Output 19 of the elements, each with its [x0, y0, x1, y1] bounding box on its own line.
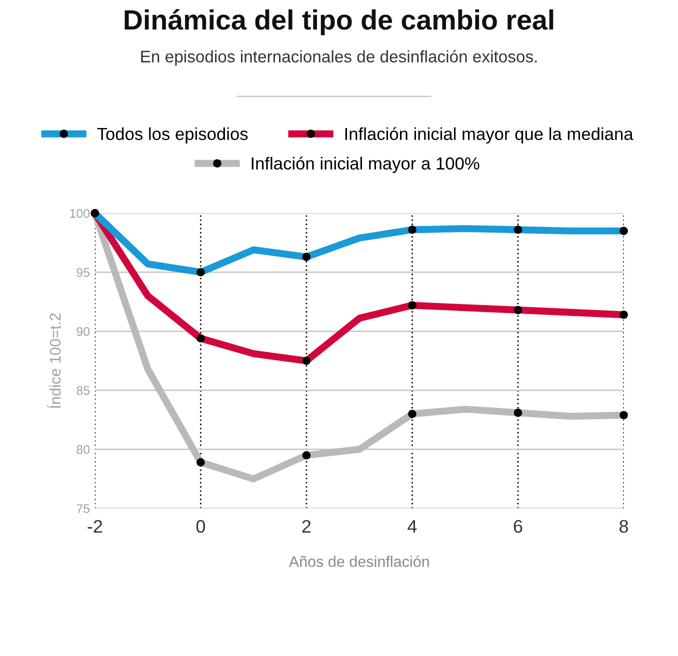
legend-label: Todos los episodios — [97, 127, 248, 144]
x-tick-label: -2 — [88, 520, 102, 533]
chart-subtitle: En episodios internacionales de desinflación exitosos. — [141, 50, 537, 66]
x-tick-label: 6 — [514, 520, 522, 533]
legend-label: Inflación inicial mayor a 100% — [252, 156, 480, 174]
x-tick-label: 4 — [408, 520, 417, 533]
x-tick-label: 2 — [302, 520, 311, 533]
legend-label: Inflación inicial mayor que la mediana — [345, 127, 634, 144]
y-tick-label: 75 — [76, 504, 90, 514]
y-tick-label: 100 — [70, 209, 90, 218]
y-tick-label: 90 — [76, 327, 90, 336]
y-tick-label: 80 — [76, 445, 90, 454]
y-tick-label: 85 — [76, 386, 90, 395]
x-axis-title: Años de desinflación — [288, 556, 429, 568]
x-tick-label: 8 — [620, 520, 628, 533]
y-axis-title: Índice 100=t.2 — [47, 313, 61, 408]
x-tick-label: 0 — [196, 520, 206, 533]
chart-title: Dinámica del tipo de cambio real — [124, 9, 554, 36]
y-tick-label: 95 — [76, 268, 90, 277]
